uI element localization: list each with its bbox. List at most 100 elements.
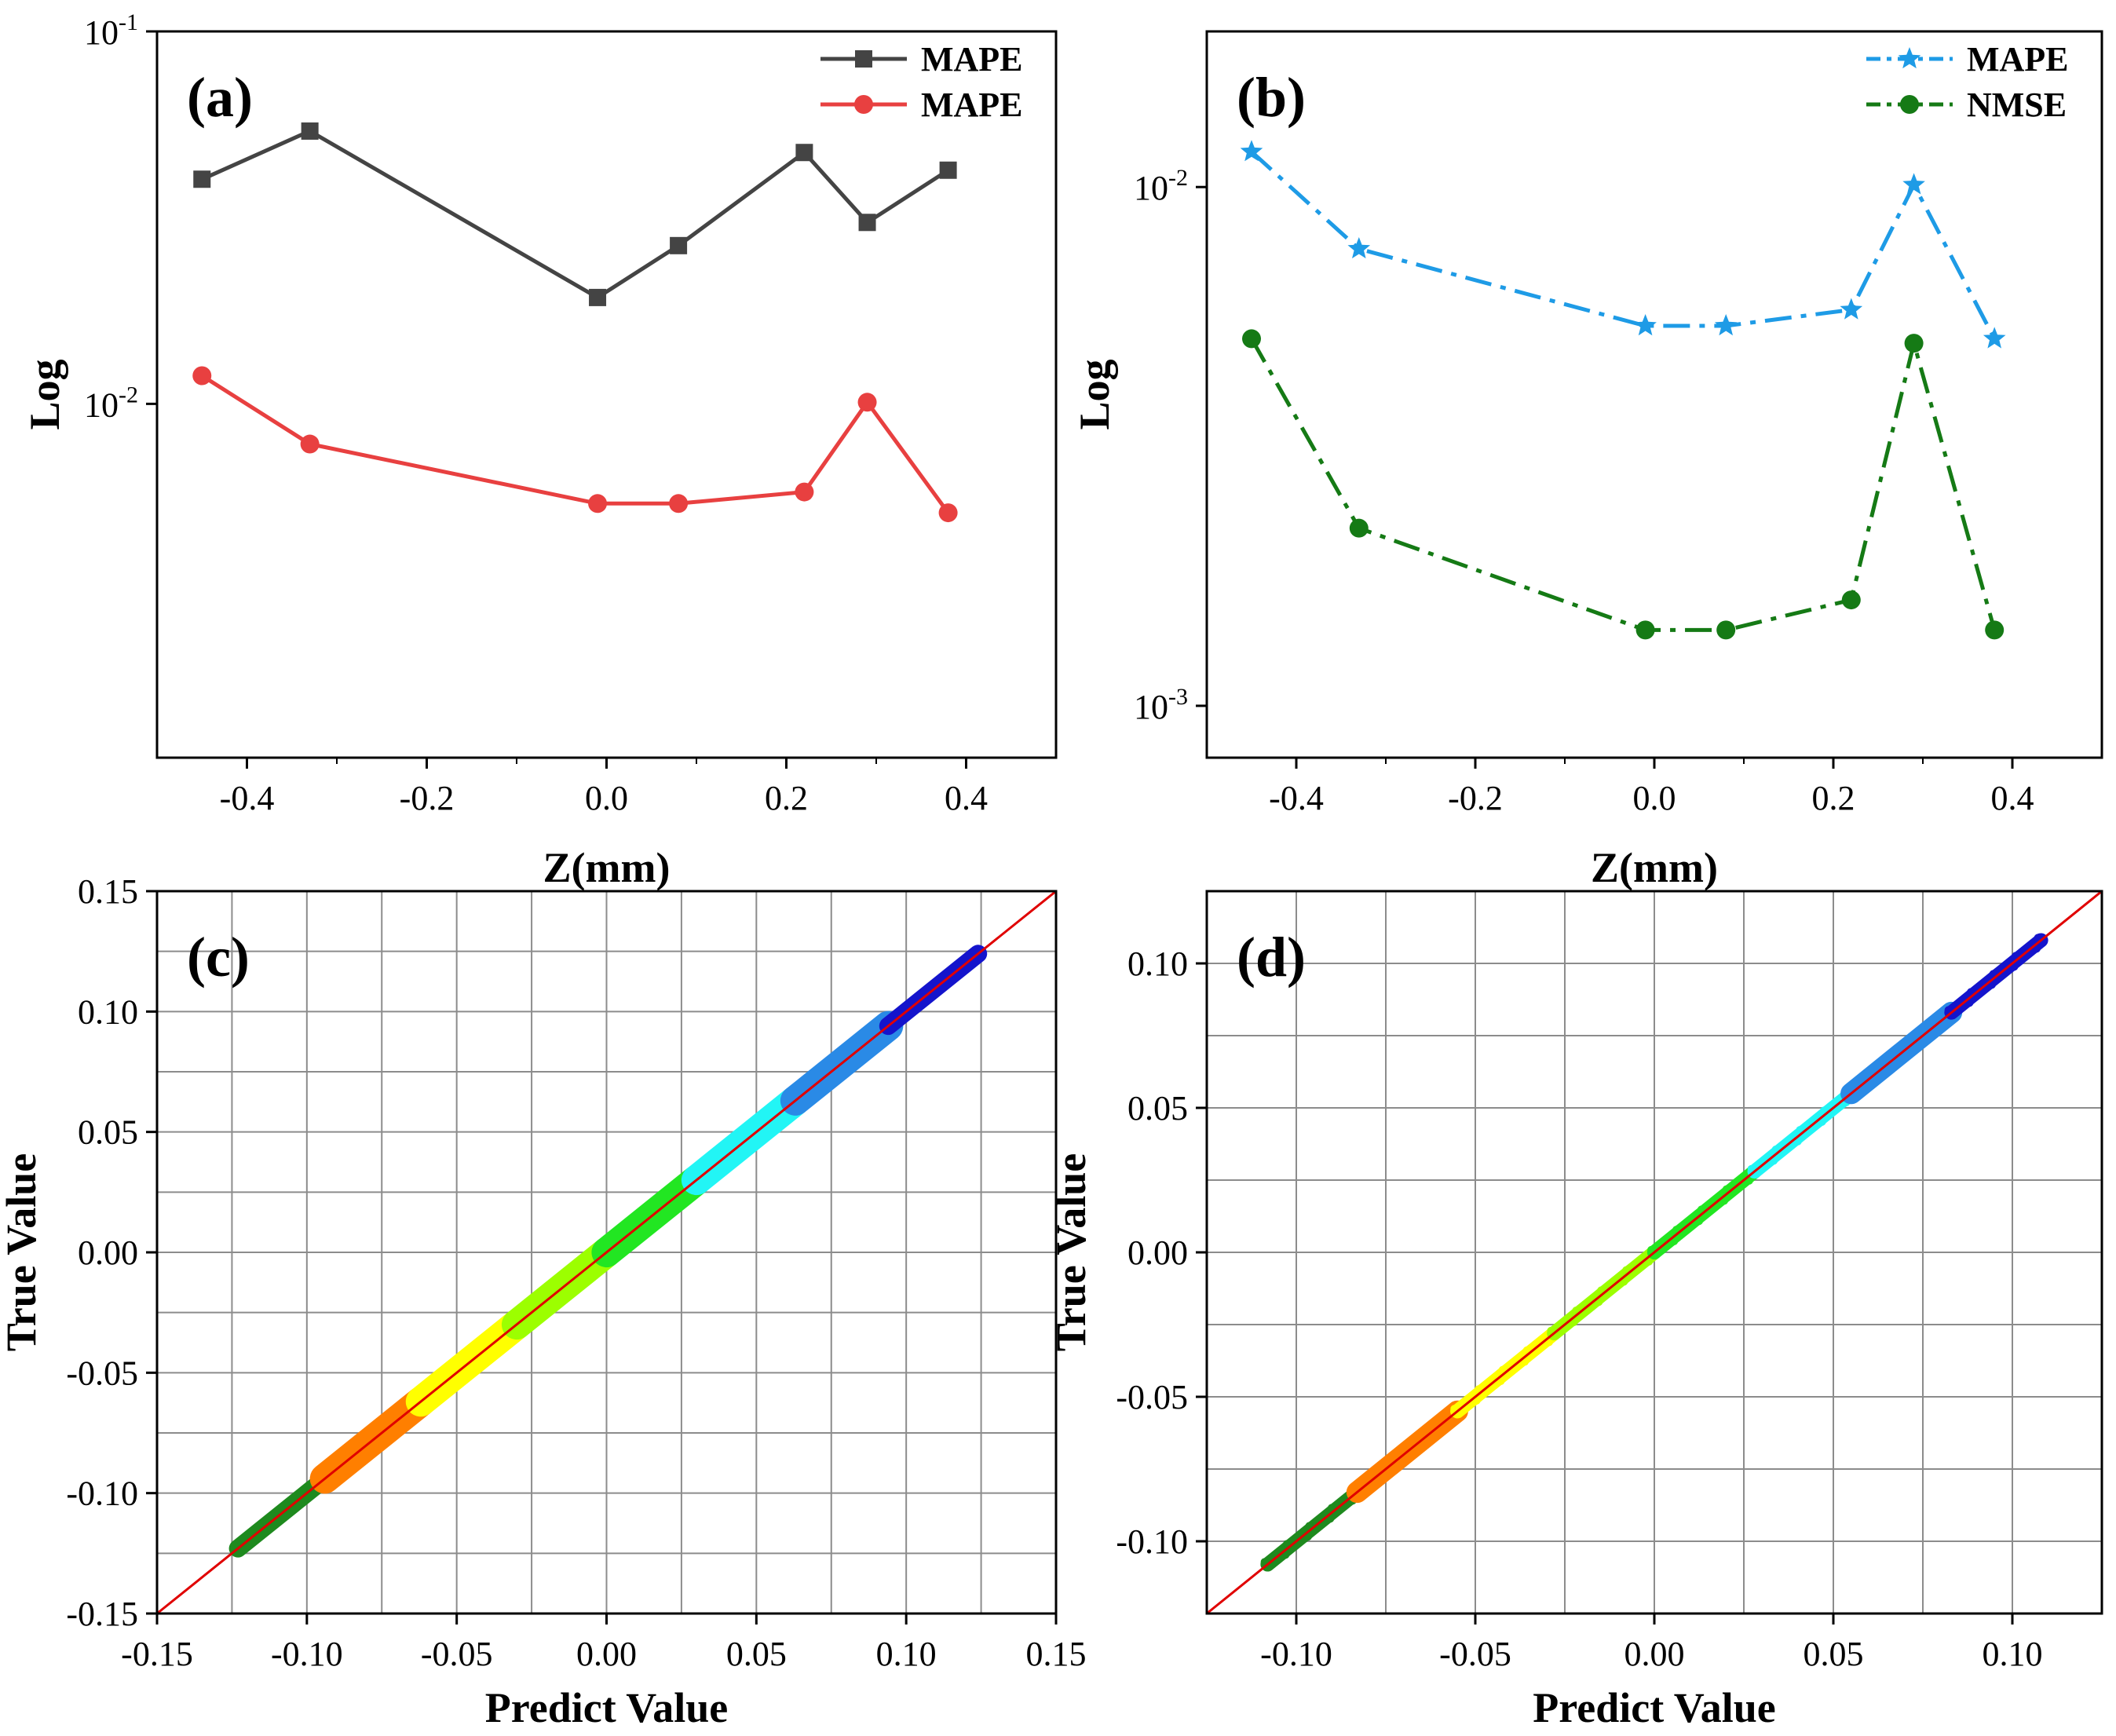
data-point [1424,1438,1433,1446]
data-point [795,482,814,502]
y-tick-label: 0.10 [78,992,138,1031]
data-point [857,393,877,412]
x-tick-label: -0.4 [1269,779,1324,817]
data-point [836,1070,845,1079]
y-tick-label: -0.05 [66,1354,138,1392]
data-point [386,1412,395,1420]
x-tick-label: -0.4 [220,779,275,817]
data-point [534,1314,543,1322]
y-tick-label: 0.00 [78,1233,138,1272]
data-point [948,964,956,973]
data-point [251,1524,260,1533]
data-point [295,1500,304,1509]
reference-line [1206,890,2103,1615]
data-point [1917,1025,1926,1033]
data-point [715,1168,724,1176]
data-point [391,1428,400,1437]
data-point [556,1296,565,1304]
x-axis-label: Z(mm) [543,844,671,891]
panel-d: -0.10 -0.05 0.00 0.05 0.10 -0.10 -0.05 0.00 0.05… [1047,890,2103,1731]
series-line [1249,335,1997,632]
data-point [938,503,958,523]
x-tick-label: -0.10 [271,1635,343,1673]
y-axis-label: Log [21,359,68,429]
data-point [663,1189,672,1197]
y-tick-label: 10-3 [1134,684,1188,726]
data-point [1918,1039,1927,1047]
data-point [858,214,876,232]
data-point [1373,1464,1382,1472]
plot-frame [1205,30,2103,759]
data-point [1716,620,1736,640]
data-point [740,1148,748,1157]
x-tick-label: 0.00 [1624,1635,1685,1673]
data-point [880,1018,889,1027]
data-point [623,1241,632,1250]
legend-label: MAPE [921,86,1023,124]
y-tick-base: 10 [84,13,119,52]
y-axis-label: True Value [0,1153,45,1352]
y-tick-label: 0.15 [78,872,138,911]
legend-marker [1900,95,1919,114]
data-point [462,1370,471,1379]
data-point [579,1277,587,1286]
y-tick-base: 10 [1134,169,1168,207]
x-tick-label: -0.10 [1260,1635,1332,1673]
data-point [1714,314,1738,336]
data-point [1868,1080,1877,1088]
data-point [274,1519,283,1527]
y-tick-label: -0.10 [66,1475,138,1513]
y-tick-label: -0.10 [1116,1522,1188,1561]
data-point [948,977,956,985]
legend-label: MAPE [921,40,1023,79]
x-tick-label: 0.4 [945,779,988,817]
data-point [338,1450,347,1459]
data-point [641,1207,649,1215]
x-tick-label: 0.0 [585,779,628,817]
y-axis-label: True Value [1047,1153,1095,1352]
series-line [201,129,949,300]
data-point [458,1354,466,1362]
data-point [903,1000,912,1009]
y-axis-label: Log [1071,359,1118,429]
legend-label: NMSE [1967,86,2067,124]
y-tick-label: -0.15 [66,1595,138,1633]
data-point [487,1351,495,1360]
data-point [939,161,957,179]
x-tick-label: 0.4 [1991,779,2034,817]
data-point [1348,1484,1357,1493]
data-point [434,1373,443,1382]
data-point [1840,298,1863,320]
data-point [506,1315,514,1324]
data-point [735,1131,744,1139]
data-point [192,366,212,386]
x-axis-label: Z(mm) [1591,844,1718,891]
legend-marker [854,95,873,114]
y-tick-label: 0.05 [1127,1089,1188,1127]
data-point [765,1128,773,1137]
y-tick-exponent: -3 [1168,684,1188,710]
data-point [1347,237,1371,259]
data-point [1449,1417,1458,1426]
data-point [669,494,689,513]
y-tick-label: 10-2 [84,382,138,424]
data-point [362,1431,371,1439]
data-point [1349,518,1369,538]
x-tick-label: 0.15 [1026,1635,1087,1673]
data-point [589,288,607,306]
data-point [300,434,320,454]
data-point [813,1089,821,1098]
legend-marker [855,50,872,68]
x-tick-label: -0.15 [121,1635,193,1673]
data-point [295,1489,304,1497]
data-point [343,1467,352,1475]
data-point [619,1225,627,1233]
data-point [551,1279,560,1288]
data-point [252,1536,261,1544]
legend-label: MAPE [1967,40,2069,79]
data-point [482,1335,491,1343]
x-tick-label: 0.00 [576,1635,637,1673]
data-point [301,122,319,140]
data-point [760,1111,769,1120]
panel-label: (a) [187,66,253,129]
